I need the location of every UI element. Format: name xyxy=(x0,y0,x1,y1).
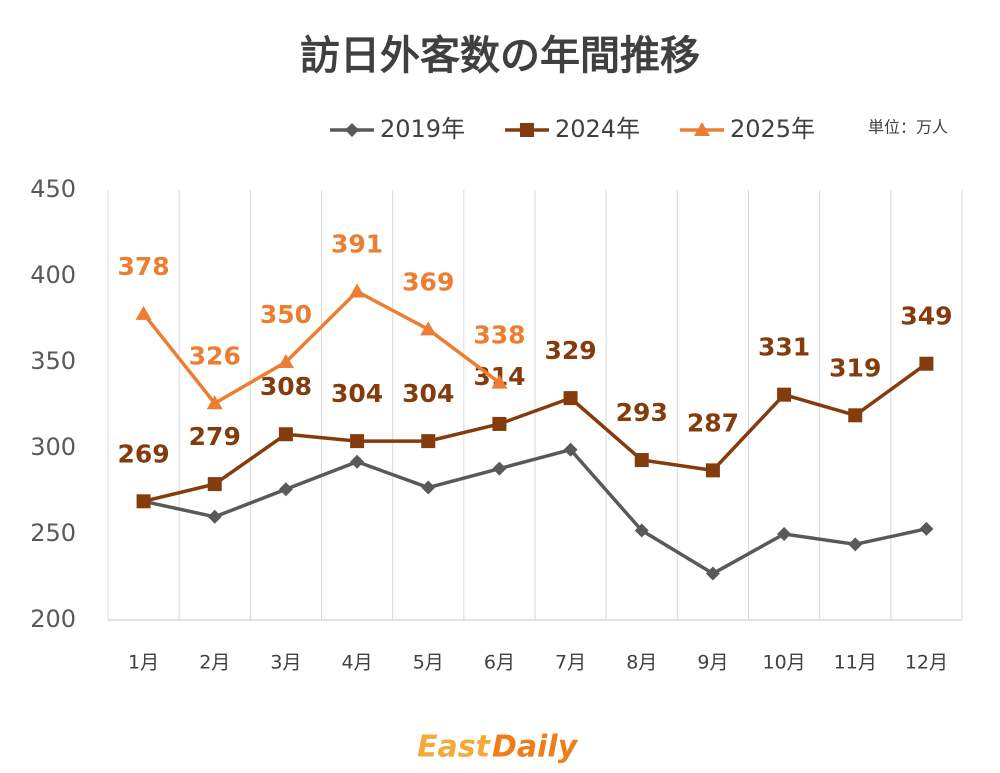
legend-label: 2025年 xyxy=(730,115,815,143)
data-label: 326 xyxy=(189,341,241,370)
x-tick-label: 10月 xyxy=(762,652,805,674)
data-label: 269 xyxy=(117,439,169,468)
point-marker xyxy=(350,454,365,469)
data-label: 304 xyxy=(331,379,383,408)
y-tick-label: 350 xyxy=(30,347,76,375)
point-marker xyxy=(278,482,293,497)
x-tick-label: 1月 xyxy=(128,652,159,674)
point-marker xyxy=(136,494,151,509)
legend-marker xyxy=(520,123,534,137)
point-marker xyxy=(349,283,366,298)
x-tick-label: 11月 xyxy=(834,652,877,674)
y-tick-label: 300 xyxy=(30,433,76,461)
legend-marker xyxy=(345,123,359,137)
point-marker xyxy=(777,527,792,541)
point-marker xyxy=(919,521,934,536)
x-tick-label: 4月 xyxy=(342,652,373,674)
point-marker xyxy=(705,463,720,478)
data-label: 391 xyxy=(331,229,383,258)
x-tick-label: 12月 xyxy=(905,652,948,674)
point-marker xyxy=(135,305,152,320)
point-marker xyxy=(563,442,578,457)
series-line xyxy=(142,289,501,406)
data-label: 349 xyxy=(900,302,952,331)
data-label: 369 xyxy=(402,267,454,296)
legend-label: 2024年 xyxy=(555,115,640,143)
data-label: 293 xyxy=(616,398,668,427)
chart-title: 訪日外客数の年間推移 xyxy=(300,33,700,79)
y-tick-label: 400 xyxy=(30,261,76,289)
data-label: 378 xyxy=(117,252,169,281)
data-label: 338 xyxy=(473,321,525,350)
point-marker xyxy=(563,391,578,406)
x-tick-label: 7月 xyxy=(555,652,586,674)
point-marker xyxy=(421,434,436,449)
point-marker xyxy=(492,461,507,476)
data-label: 331 xyxy=(758,333,810,362)
data-label: 279 xyxy=(189,422,241,451)
point-marker xyxy=(491,374,508,389)
x-tick-label: 3月 xyxy=(270,652,301,674)
point-marker xyxy=(421,480,436,495)
data-label: 319 xyxy=(829,353,881,382)
point-marker xyxy=(705,566,720,581)
point-marker xyxy=(848,537,863,552)
data-label: 304 xyxy=(402,379,454,408)
point-marker xyxy=(207,509,222,524)
legend-marker xyxy=(694,122,710,136)
point-marker xyxy=(420,321,437,336)
data-label: 308 xyxy=(260,372,312,401)
point-marker xyxy=(634,523,649,538)
x-tick-label: 2月 xyxy=(199,652,230,674)
x-tick-label: 5月 xyxy=(413,652,444,674)
point-marker xyxy=(207,477,222,492)
x-tick-label: 8月 xyxy=(626,652,657,674)
point-marker xyxy=(848,408,863,423)
logo-east: East xyxy=(417,730,492,765)
point-marker xyxy=(492,416,507,431)
point-marker xyxy=(278,427,293,442)
x-tick-label: 6月 xyxy=(484,652,515,674)
x-tick-label: 9月 xyxy=(697,652,728,674)
legend-label: 2019年 xyxy=(380,115,465,143)
data-label: 329 xyxy=(544,336,596,365)
unit-note: 単位：万人 xyxy=(868,118,948,137)
logo-daily: Daily xyxy=(492,730,579,765)
data-label: 287 xyxy=(687,408,739,437)
point-marker xyxy=(777,387,792,402)
y-tick-label: 450 xyxy=(30,175,76,203)
y-tick-label: 250 xyxy=(30,519,76,547)
point-marker xyxy=(919,356,934,371)
series-line xyxy=(143,447,927,576)
data-label: 350 xyxy=(260,300,312,329)
point-marker xyxy=(206,395,223,410)
point-marker xyxy=(277,354,294,368)
point-marker xyxy=(634,453,649,468)
point-marker xyxy=(350,434,365,449)
y-tick-label: 200 xyxy=(30,605,76,633)
series-line xyxy=(143,362,928,504)
